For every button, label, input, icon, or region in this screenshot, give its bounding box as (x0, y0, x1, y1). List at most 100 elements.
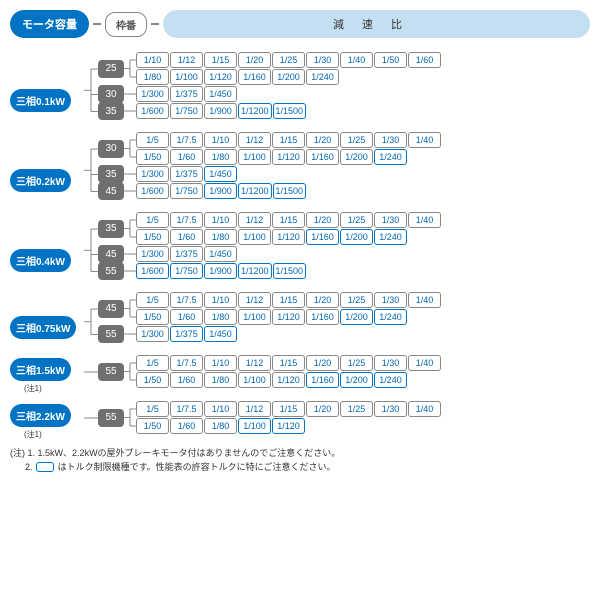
ratio-cell: 1/160 (306, 309, 339, 325)
frame-pill: 35 (98, 102, 124, 120)
ratio-cell: 1/40 (408, 292, 441, 308)
ratio-cell: 1/375 (170, 166, 203, 182)
motor-pill: 三相0.4kW (10, 249, 71, 272)
ratio-cell: 1/10 (204, 292, 237, 308)
ratio-cell: 1/7.5 (170, 132, 203, 148)
ratio-cell: 1/7.5 (170, 212, 203, 228)
ratio-row: 1/51/7.51/101/121/151/201/251/301/40 (136, 212, 441, 228)
ratio-cell: 1/100 (238, 149, 271, 165)
ratio-cell: 1/15 (272, 401, 305, 417)
bracket-frame-to-ratios (124, 263, 136, 279)
bracket-motor-to-frames (84, 212, 98, 280)
ratio-row: 1/51/7.51/101/121/151/201/251/301/40 (136, 401, 441, 417)
frame-row: 351/3001/3751/450 (98, 166, 441, 182)
ratio-cell: 1/15 (272, 212, 305, 228)
ratio-cell: 1/10 (204, 355, 237, 371)
frame-row: 551/51/7.51/101/121/151/201/251/301/401/… (98, 355, 441, 388)
bracket-frame-to-ratios (124, 355, 136, 388)
ratio-cell: 1/12 (238, 401, 271, 417)
frame-row: 301/51/7.51/101/121/151/201/251/301/401/… (98, 132, 441, 165)
bracket-frame-to-ratios (124, 52, 136, 85)
ratio-cell: 1/200 (340, 309, 373, 325)
ratio-cell: 1/200 (340, 229, 373, 245)
ratio-cell: 1/240 (374, 372, 407, 388)
motor-column: 三相0.75kW (10, 292, 84, 343)
ratio-cell: 1/240 (374, 309, 407, 325)
header-reduction-ratio: 減速比 (163, 10, 590, 38)
ratio-cell: 1/600 (136, 183, 169, 199)
ratio-row: 1/801/1001/1201/1601/2001/240 (136, 69, 441, 85)
frame-row: 551/3001/3751/450 (98, 326, 441, 342)
ratio-cell: 1/80 (136, 69, 169, 85)
ratio-cell: 1/300 (136, 166, 169, 182)
ratio-cell: 1/80 (204, 149, 237, 165)
ratio-cell: 1/200 (272, 69, 305, 85)
frame-row: 55 1/6001/7501/9001/12001/1500 (98, 263, 441, 279)
motor-pill: 三相0.1kW (10, 89, 71, 112)
ratio-cell: 1/12 (238, 212, 271, 228)
frames-column: 351/51/7.51/101/121/151/201/251/301/401/… (98, 212, 441, 280)
ratio-cell: 1/900 (204, 183, 237, 199)
frames-column: 45 1/51/7.51/101/121/151/201/251/301/401/… (98, 292, 441, 343)
footnote-2: はトルク制限機種です。性能表の許容トルクに特にご注意ください。 (58, 462, 336, 472)
ratio-row: 1/3001/3751/450 (136, 86, 237, 102)
motor-column: 三相2.2kW(注1) (10, 401, 84, 435)
ratio-cell: 1/15 (204, 52, 237, 68)
ratio-cell: 1/160 (238, 69, 271, 85)
connector-line (93, 23, 101, 25)
ratio-row: 1/6001/7501/9001/12001/1500 (136, 103, 306, 119)
ratios-column: 1/6001/7501/9001/12001/1500 (136, 263, 306, 279)
ratio-cell: 1/375 (170, 246, 203, 262)
frame-pill: 55 (98, 325, 124, 343)
bracket-frame-to-ratios (124, 86, 136, 102)
motor-pill: 三相1.5kW (10, 358, 71, 381)
ratio-row: 1/3001/3751/450 (136, 166, 237, 182)
ratios-column: 1/101/121/151/201/251/301/401/501/601/80… (136, 52, 441, 85)
ratio-cell: 1/40 (340, 52, 373, 68)
ratio-cell: 1/160 (306, 372, 339, 388)
bracket-frame-to-ratios (124, 326, 136, 342)
ratio-cell: 1/750 (170, 263, 203, 279)
ratio-cell: 1/80 (204, 309, 237, 325)
ratio-row: 1/501/601/801/1001/1201/1601/2001/240 (136, 372, 441, 388)
ratio-cell: 1/25 (340, 292, 373, 308)
header-row: モータ容量 枠番 減速比 (10, 10, 590, 38)
ratio-cell: 1/40 (408, 132, 441, 148)
ratio-cell: 1/375 (170, 86, 203, 102)
ratio-cell: 1/20 (306, 212, 339, 228)
ratios-column: 1/6001/7501/9001/12001/1500 (136, 103, 306, 119)
frame-pill: 30 (98, 140, 124, 158)
ratio-cell: 1/50 (136, 149, 169, 165)
motor-note: (注1) (24, 429, 42, 440)
motor-note: (注1) (24, 383, 42, 394)
ratio-cell: 1/30 (374, 292, 407, 308)
ratio-cell: 1/60 (408, 52, 441, 68)
ratio-row: 1/51/7.51/101/121/151/201/251/301/40 (136, 292, 441, 308)
footnote-1-num: 1. (28, 448, 36, 458)
ratio-cell: 1/600 (136, 103, 169, 119)
ratios-column: 1/51/7.51/101/121/151/201/251/301/401/50… (136, 212, 441, 245)
ratios-column: 1/3001/3751/450 (136, 246, 237, 262)
bracket-frame-to-ratios (124, 246, 136, 262)
frame-pill: 30 (98, 85, 124, 103)
ratio-cell: 1/60 (170, 309, 203, 325)
motor-group: 三相0.1kW251/101/121/151/201/251/301/401/5… (10, 52, 590, 120)
frame-row: 30 1/3001/3751/450 (98, 86, 441, 102)
ratio-cell: 1/240 (374, 149, 407, 165)
bracket-frame-to-ratios (124, 103, 136, 119)
frame-pill: 55 (98, 262, 124, 280)
frame-pill: 45 (98, 300, 124, 318)
ratio-cell: 1/750 (170, 183, 203, 199)
ratio-cell: 1/80 (204, 418, 237, 434)
ratio-cell: 1/25 (340, 212, 373, 228)
bracket-frame-to-ratios (124, 183, 136, 199)
ratio-cell: 1/900 (204, 263, 237, 279)
ratio-cell: 1/12 (170, 52, 203, 68)
motor-pill: 三相2.2kW (10, 404, 71, 427)
bracket-frame-to-ratios (124, 292, 136, 325)
bracket-frame-to-ratios (124, 132, 136, 165)
ratios-column: 1/51/7.51/101/121/151/201/251/301/401/50… (136, 401, 441, 434)
ratios-column: 1/3001/3751/450 (136, 166, 237, 182)
ratio-cell: 1/60 (170, 149, 203, 165)
header-frame-number: 枠番 (105, 12, 147, 37)
